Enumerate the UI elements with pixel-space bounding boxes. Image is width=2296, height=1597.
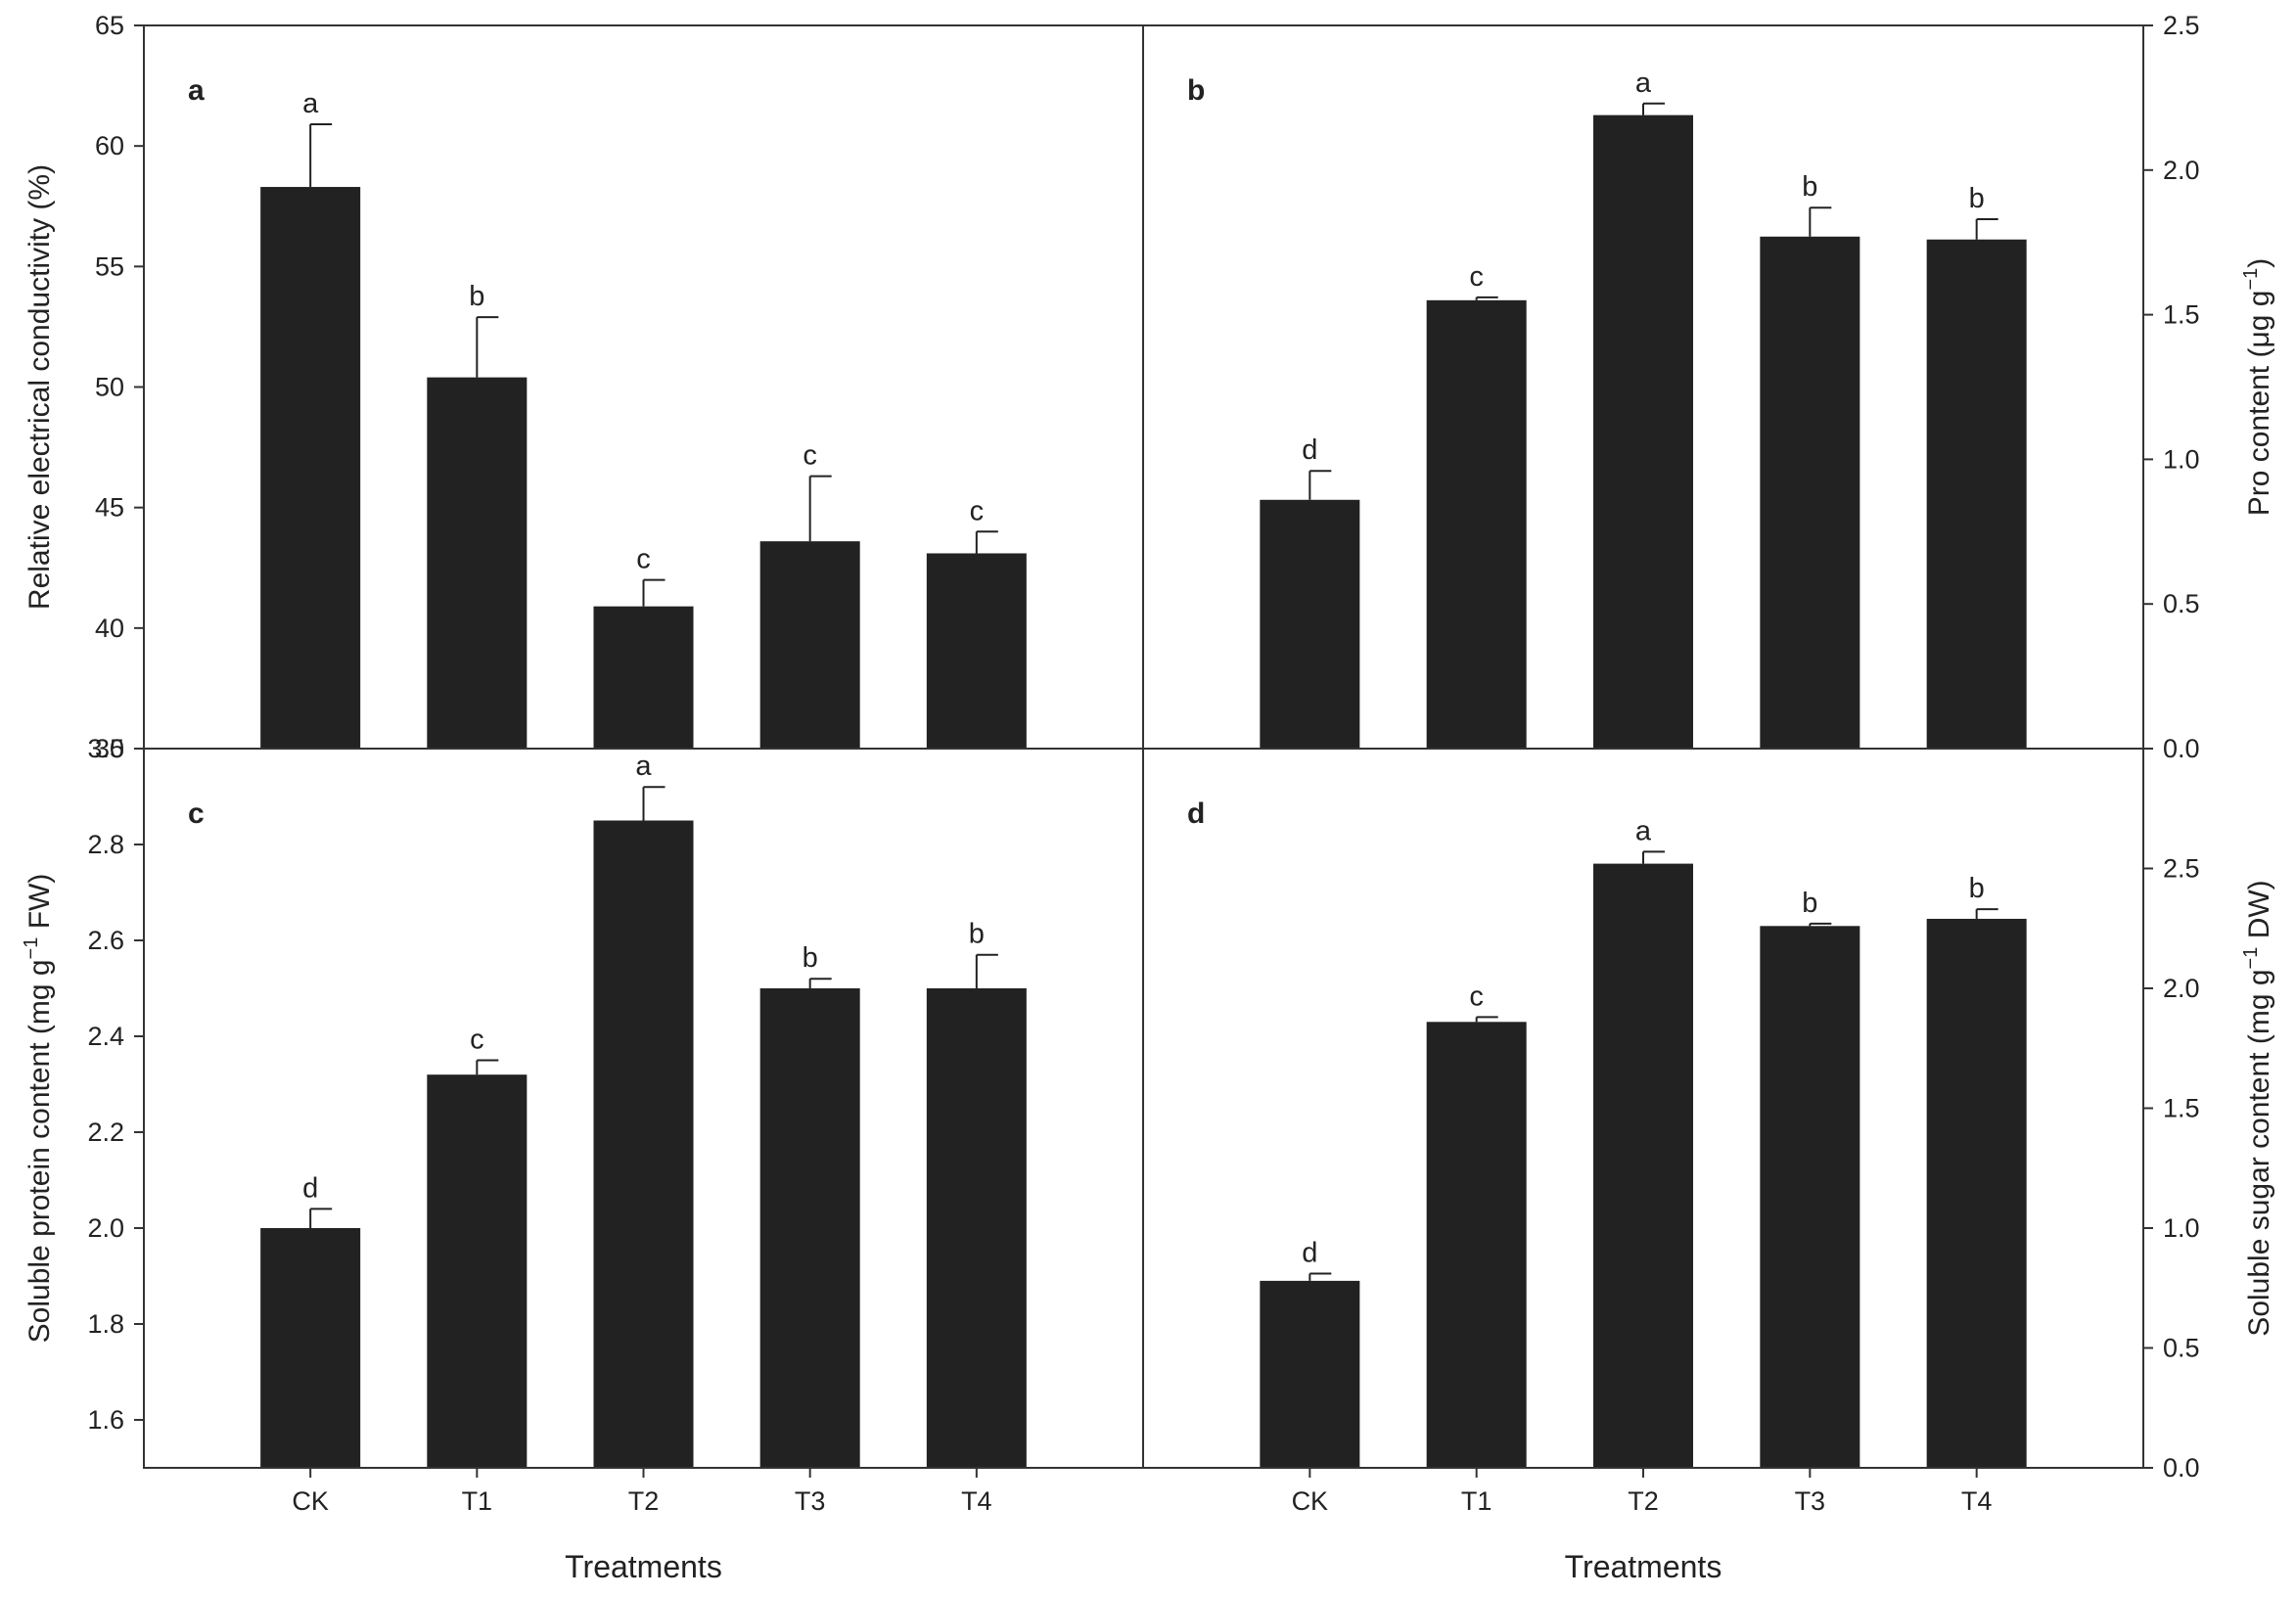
bar-b-t2 (1593, 114, 1693, 750)
panel-label-b: b (1187, 74, 1205, 107)
y-tick-label-c-2: 2.0 (87, 1213, 124, 1243)
significance-letter-a-t4: c (970, 495, 985, 526)
x-tick-label-c-t3: T3 (795, 1486, 826, 1516)
panel-label-c: c (188, 798, 205, 830)
bar-a-ck (260, 187, 361, 749)
y-tick-label-a-6: 65 (95, 11, 124, 40)
significance-letter-d-t2: a (1635, 815, 1652, 846)
bar-c-t2 (593, 820, 694, 1468)
y-tick-label-d-5: 2.5 (2163, 854, 2200, 884)
significance-letter-a-t3: c (803, 440, 817, 472)
significance-letter-c-ck: d (302, 1172, 318, 1204)
significance-letter-a-ck: a (302, 88, 319, 119)
y-tick-label-d-0: 0.0 (2163, 1453, 2200, 1483)
bar-d-t3 (1760, 926, 1860, 1468)
y-axis-title-a: Relative electrical conductivity (%) (23, 164, 56, 610)
significance-letter-b-t1: c (1469, 261, 1484, 293)
y-tick-label-c-4: 2.4 (87, 1022, 124, 1051)
y-axis-title-d: Soluble sugar content (mg g−1 DW) (2240, 880, 2275, 1336)
y-tick-label-d-1: 0.5 (2163, 1334, 2200, 1363)
x-tick-label-c-ck: CK (292, 1486, 329, 1516)
x-tick-label-d-ck: CK (1292, 1486, 1329, 1516)
significance-letter-b-t3: b (1802, 171, 1817, 203)
significance-letter-c-t4: b (969, 919, 985, 950)
y-tick-label-c-3: 2.2 (87, 1118, 124, 1147)
bar-b-ck (1260, 499, 1360, 749)
x-axis-title-left: Treatments (565, 1549, 722, 1584)
x-tick-label-c-t4: T4 (961, 1486, 992, 1516)
significance-letter-a-t1: b (469, 281, 484, 312)
bar-c-t1 (427, 1074, 528, 1468)
y-tick-label-a-0: 35 (95, 734, 124, 763)
y-tick-label-b-4: 2.0 (2163, 156, 2200, 185)
significance-letter-a-t2: c (636, 544, 651, 575)
significance-letter-c-t2: a (635, 751, 652, 782)
x-tick-label-d-t1: T1 (1461, 1486, 1492, 1516)
bar-c-ck (260, 1228, 361, 1468)
x-axis-title-right: Treatments (1565, 1549, 1722, 1584)
bar-b-t1 (1426, 299, 1527, 749)
y-tick-label-b-0: 0.0 (2163, 734, 2200, 763)
x-tick-label-d-t2: T2 (1628, 1486, 1659, 1516)
y-tick-label-a-5: 60 (95, 131, 124, 160)
y-tick-label-b-1: 0.5 (2163, 589, 2200, 618)
y-tick-label-c-1: 1.8 (87, 1309, 124, 1339)
panel-label-d: d (1187, 798, 1205, 830)
y-tick-label-a-4: 55 (95, 251, 124, 281)
x-tick-label-d-t4: T4 (1961, 1486, 1993, 1516)
bar-a-t4 (926, 553, 1027, 749)
x-tick-label-c-t1: T1 (462, 1486, 493, 1516)
significance-letter-b-t2: a (1635, 68, 1652, 99)
y-tick-label-c-5: 2.6 (87, 926, 124, 955)
y-tick-label-c-0: 1.6 (87, 1405, 124, 1435)
y-tick-label-d-3: 1.5 (2163, 1094, 2200, 1123)
significance-letter-b-t4: b (1969, 183, 1985, 214)
bar-d-t1 (1426, 1022, 1527, 1468)
bar-a-t3 (759, 541, 860, 749)
y-axis-title-c: Soluble protein content (mg g−1 FW) (21, 874, 56, 1344)
panel-label-a: a (188, 74, 205, 107)
significance-letter-b-ck: d (1302, 434, 1317, 466)
significance-letter-d-t1: c (1469, 981, 1484, 1012)
y-tick-label-b-3: 1.5 (2163, 300, 2200, 330)
bar-d-ck (1260, 1280, 1360, 1468)
y-tick-label-d-2: 1.0 (2163, 1213, 2200, 1243)
bar-a-t2 (593, 606, 694, 749)
bar-c-t4 (926, 988, 1027, 1468)
bar-d-t2 (1593, 863, 1693, 1468)
y-tick-label-d-4: 2.0 (2163, 974, 2200, 1003)
bar-b-t3 (1760, 236, 1860, 750)
y-tick-label-b-5: 2.5 (2163, 11, 2200, 40)
y-tick-label-b-2: 1.0 (2163, 444, 2200, 474)
significance-letter-d-ck: d (1302, 1238, 1317, 1269)
significance-letter-d-t3: b (1802, 888, 1817, 919)
y-tick-label-a-3: 50 (95, 373, 124, 402)
y-tick-label-a-2: 45 (95, 493, 124, 523)
significance-letter-c-t3: b (803, 942, 818, 974)
y-axis-title-b: Pro content (μg g−1) (2240, 258, 2275, 517)
y-tick-label-c-6: 2.8 (87, 830, 124, 859)
x-tick-label-d-t3: T3 (1795, 1486, 1826, 1516)
bar-b-t4 (1926, 239, 2027, 749)
bar-d-t4 (1926, 918, 2027, 1468)
significance-letter-d-t4: b (1969, 873, 1985, 904)
y-tick-label-a-1: 40 (95, 614, 124, 643)
x-tick-label-c-t2: T2 (628, 1486, 660, 1516)
significance-letter-c-t1: c (470, 1025, 484, 1056)
bar-a-t1 (427, 377, 528, 749)
y-tick-label-c-7: 3.0 (87, 734, 124, 763)
bar-c-t3 (759, 988, 860, 1468)
